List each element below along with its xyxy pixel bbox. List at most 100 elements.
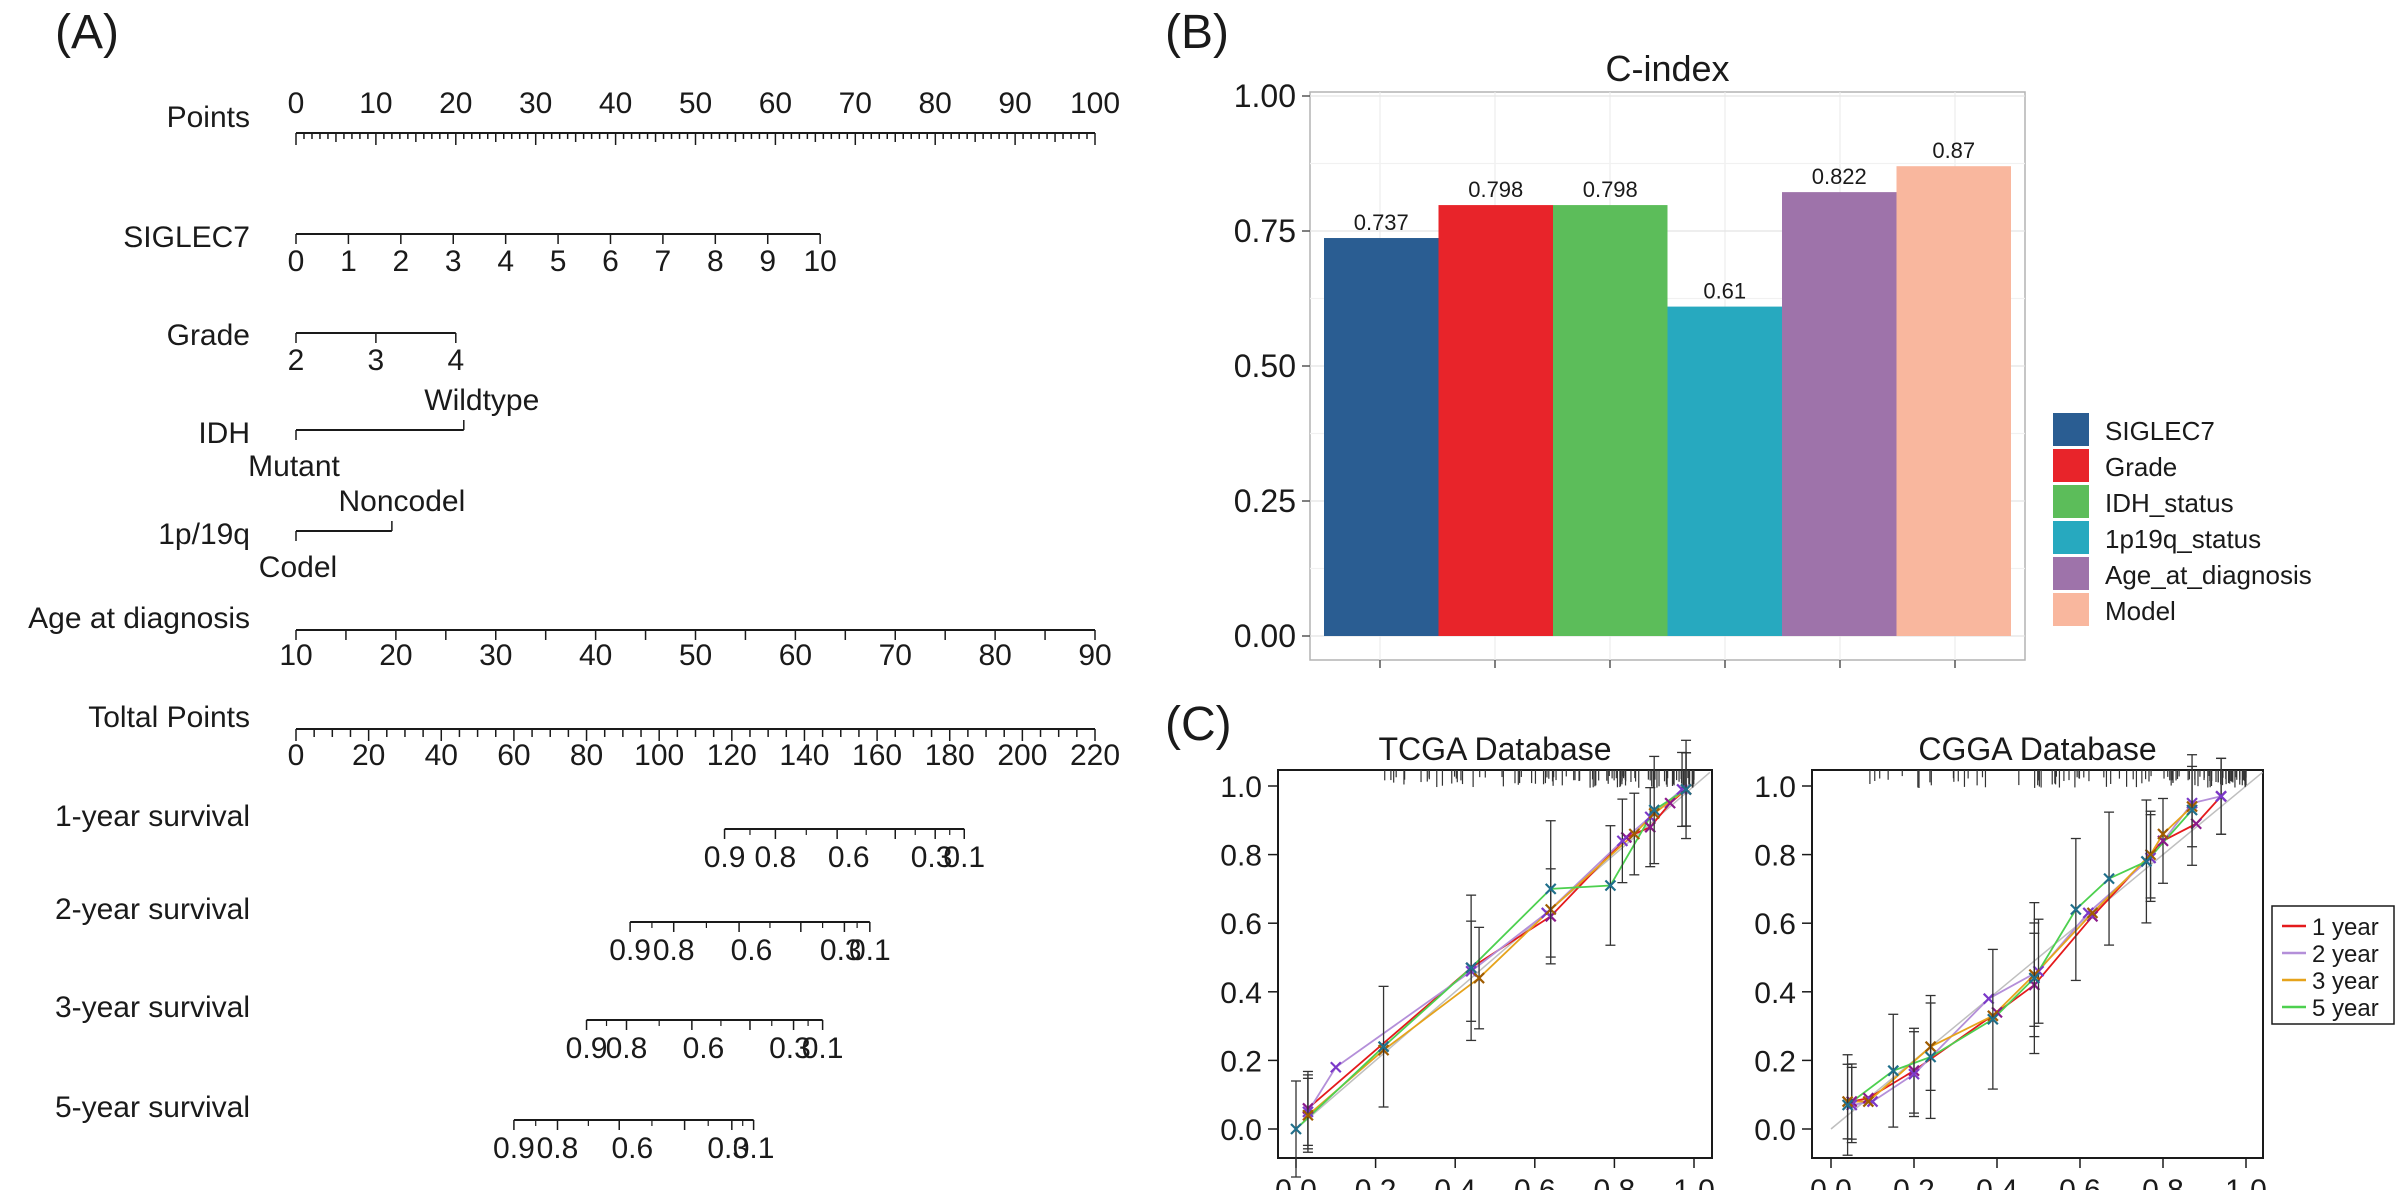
total-points-tick-label: 100 [634,739,684,772]
y-tick-label: 0.6 [1220,908,1262,941]
point-marker [2190,817,2202,830]
legend-label: 5 year [2312,995,2379,1022]
survival-tick-label: 0.3 [911,841,953,874]
y-tick-label: 0.25 [1234,483,1296,519]
y-tick-label: 1.0 [1220,771,1262,804]
point-marker [1680,783,1692,796]
bar-age-at-diagnosis [1782,192,1897,636]
1p19q-tick-label-noncodel: Noncodel [338,485,465,518]
x-tick-label: 0.8 [1594,1174,1636,1190]
survival-tick-label: 0.3 [769,1032,811,1065]
points-tick-label: 60 [759,87,792,120]
y-tick-label: 1.00 [1234,78,1296,114]
scale-label: 1p/19q [158,518,250,551]
survival-tick-label: 0.3 [707,1132,749,1165]
point-marker [2144,848,2157,861]
chart-title: C-index [1605,48,1729,89]
legend-label: IDH_status [2105,488,2234,518]
scale-label: 5-year survival [55,1091,250,1124]
point-marker [1290,1123,1302,1135]
bar-value-label: 0.737 [1354,210,1409,235]
y-tick-label: 0.0 [1754,1114,1796,1147]
point-marker [2103,872,2115,885]
point-marker [2070,903,2082,916]
idh-tick-label-mutant: Mutant [248,450,340,483]
siglec7-tick-label: 7 [655,245,672,278]
survival-tick-label: 0.1 [733,1132,775,1165]
points-tick-label: 40 [599,87,632,120]
point-marker [1924,1051,1937,1063]
bar-idh-status [1553,205,1668,636]
ideal-diagonal [1830,771,2264,1130]
total-points-tick-label: 180 [925,739,975,772]
y-tick-label: 0.00 [1234,618,1296,654]
point-marker [2082,907,2095,919]
total-points-tick-label: 0 [288,739,305,772]
survival-tick-label: 0.9 [609,934,651,967]
scale-label: Age at diagnosis [28,602,250,635]
survival-tick-label: 0.6 [683,1032,725,1065]
total-points-tick-label: 40 [425,739,458,772]
points-tick-label: 90 [998,87,1031,120]
points-tick-label: 30 [519,87,552,120]
y-tick-label: 0.2 [1220,1045,1262,1078]
y-tick-label: 0.8 [1754,840,1796,873]
survival-tick-label: 0.6 [828,841,870,874]
point-marker [1473,972,1485,984]
point-marker [1604,879,1617,892]
siglec7-tick-label: 8 [707,245,724,278]
survival-tick-label: 0.9 [566,1032,608,1065]
1p19q-tick-label-codel: Codel [259,551,337,584]
point-marker [1616,835,1629,847]
siglec7-tick-label: 0 [288,245,305,278]
legend-swatch [2053,593,2089,626]
bar-value-label: 0.822 [1812,164,1867,189]
x-tick-label: 0.2 [1355,1174,1397,1190]
point-marker [1302,1109,1314,1122]
point-marker [1987,1013,1999,1026]
survival-tick-label: 0.8 [537,1132,579,1165]
bar-value-label: 0.61 [1703,279,1746,304]
point-marker [1628,828,1641,840]
bar-model [1896,166,2011,636]
siglec7-tick-label: 4 [497,245,514,278]
total-points-tick-label: 200 [997,739,1047,772]
plot-title: TCGA Database [1379,731,1612,767]
legend-label: 1 year [2312,914,2379,941]
bar-value-label: 0.798 [1583,177,1638,202]
legend-label: Model [2105,596,2176,626]
legend-swatch [2053,557,2089,590]
scale-label: Grade [167,319,250,352]
total-points-tick-label: 220 [1070,739,1120,772]
legend-swatch [2053,413,2089,446]
scale-label: Points [167,101,250,134]
point-marker [1664,797,1676,809]
age-tick-label: 20 [379,639,412,672]
age-tick-label: 50 [679,639,712,672]
siglec7-tick-label: 10 [803,245,836,278]
legend-label: Grade [2105,452,2177,482]
point-marker [1377,1040,1390,1053]
plot-title: CGGA Database [1918,731,2156,767]
y-tick-label: 0.0 [1220,1114,1262,1147]
point-marker [1841,1099,1854,1111]
point-marker [1908,1068,1920,1080]
points-tick-label: 20 [439,87,472,120]
points-tick-label: 80 [919,87,952,120]
x-tick-label: 0.0 [1810,1174,1852,1190]
x-tick-label: 0.4 [1976,1174,2018,1190]
legend-label: 1p19q_status [2105,524,2261,554]
siglec7-tick-label: 2 [392,245,409,278]
points-tick-label: 0 [288,87,305,120]
survival-tick-label: 0.6 [611,1132,653,1165]
siglec7-tick-label: 1 [340,245,357,278]
bar-grade [1438,205,1553,636]
point-marker [1330,1061,1342,1074]
legend-label: Age_at_diagnosis [2105,560,2312,590]
x-tick-label: 1.0 [2225,1174,2267,1190]
x-tick-label: 0.6 [1514,1174,1556,1190]
point-marker [2186,804,2198,816]
